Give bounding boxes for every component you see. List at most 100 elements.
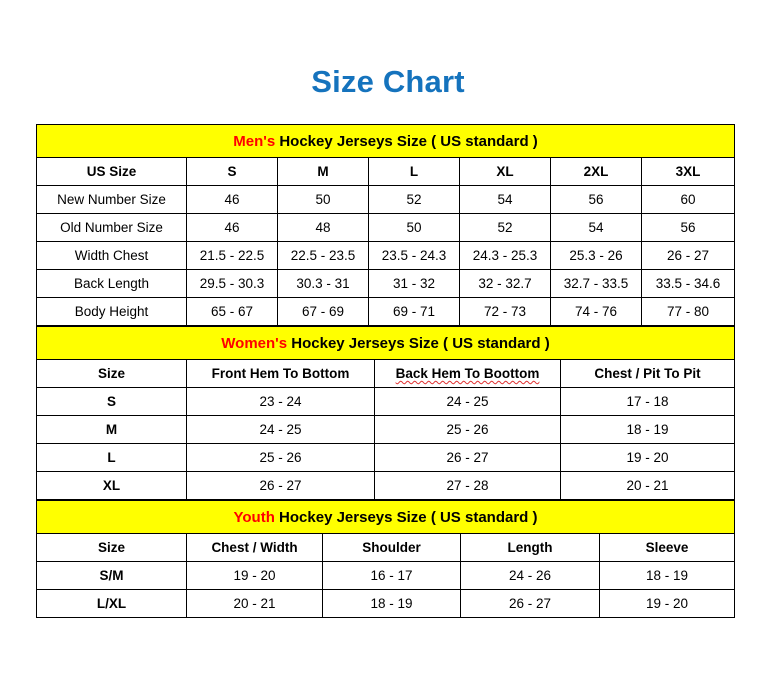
mens-cell-4-4: 74 - 76 [550,297,642,326]
mens-cell-0-4: 56 [550,185,642,214]
mens-cell-3-3: 32 - 32.7 [459,269,551,298]
womens-cell-0-0: 23 - 24 [186,387,375,416]
youth-cell-0-3: 18 - 19 [599,561,735,590]
mens-row-label-3: Back Length [36,269,187,298]
mens-row-label-0: New Number Size [36,185,187,214]
womens-cell-2-1: 26 - 27 [374,443,561,472]
table-row: M 24 - 25 25 - 26 18 - 19 [36,415,735,444]
womens-row-label-2: L [36,443,187,472]
mens-cell-0-3: 54 [459,185,551,214]
mens-col-header-5: 2XL [550,157,642,186]
mens-cell-3-1: 30.3 - 31 [277,269,369,298]
mens-cell-1-3: 52 [459,213,551,242]
youth-cell-0-1: 16 - 17 [322,561,461,590]
youth-col-header-1: Chest / Width [186,533,323,562]
mens-cell-3-4: 32.7 - 33.5 [550,269,642,298]
womens-size-table: Women's Hockey Jerseys Size ( US standar… [36,326,735,500]
mens-cell-0-0: 46 [186,185,278,214]
womens-row-label-3: XL [36,471,187,500]
mens-cell-2-0: 21.5 - 22.5 [186,241,278,270]
mens-cell-3-5: 33.5 - 34.6 [640,269,736,298]
womens-cell-3-0: 26 - 27 [186,471,375,500]
youth-row-label-0: S/M [36,561,187,590]
mens-row-label-1: Old Number Size [36,213,187,242]
mens-cell-1-4: 54 [550,213,642,242]
table-row: L 25 - 26 26 - 27 19 - 20 [36,443,735,472]
youth-size-table: Youth Hockey Jerseys Size ( US standard … [36,500,735,618]
mens-cell-2-4: 25.3 - 26 [550,241,642,270]
womens-cell-1-1: 25 - 26 [374,415,561,444]
womens-col-header-2: Back Hem To Boottom [374,359,561,388]
table-row: Width Chest 21.5 - 22.5 22.5 - 23.5 23.5… [36,241,736,270]
table-row: L/XL 20 - 21 18 - 19 26 - 27 19 - 20 [36,589,735,618]
womens-section-header-cell: Women's Hockey Jerseys Size ( US standar… [36,326,735,360]
womens-cell-3-1: 27 - 28 [374,471,561,500]
womens-cell-2-0: 25 - 26 [186,443,375,472]
mens-cell-1-1: 48 [277,213,369,242]
youth-section-header-row: Youth Hockey Jerseys Size ( US standard … [36,500,735,534]
mens-cell-4-0: 65 - 67 [186,297,278,326]
mens-cell-1-5: 56 [640,213,736,242]
mens-cell-3-2: 31 - 32 [368,269,460,298]
youth-cell-0-2: 24 - 26 [460,561,600,590]
page-title: Size Chart [311,64,465,99]
mens-row-label-2: Width Chest [36,241,187,270]
mens-cell-4-3: 72 - 73 [459,297,551,326]
mens-col-header-0: US Size [36,157,187,186]
womens-col-header-0: Size [36,359,187,388]
youth-section-header-cell: Youth Hockey Jerseys Size ( US standard … [36,500,735,534]
table-row: Old Number Size 46 48 50 52 54 56 [36,213,736,242]
table-row: S/M 19 - 20 16 - 17 24 - 26 18 - 19 [36,561,735,590]
mens-heading-rest: Hockey Jerseys Size ( US standard ) [275,132,538,150]
womens-col-header-3: Chest / Pit To Pit [560,359,735,388]
youth-cell-1-3: 19 - 20 [599,589,735,618]
youth-column-header-row: Size Chest / Width Shoulder Length Sleev… [36,533,735,562]
womens-row-label-0: S [36,387,187,416]
mens-section-header-row: Men's Hockey Jerseys Size ( US standard … [35,124,736,158]
womens-cell-2-2: 19 - 20 [560,443,735,472]
youth-heading-rest: Hockey Jerseys Size ( US standard ) [274,508,538,526]
womens-heading-rest: Hockey Jerseys Size ( US standard ) [287,334,550,352]
youth-cell-1-0: 20 - 21 [186,589,323,618]
mens-cell-0-2: 52 [368,185,460,214]
womens-cell-3-2: 20 - 21 [560,471,735,500]
womens-heading-accent: Women's [221,334,288,352]
youth-cell-1-2: 26 - 27 [460,589,600,618]
womens-cell-1-0: 24 - 25 [186,415,375,444]
size-chart-tables: Men's Hockey Jerseys Size ( US standard … [35,124,736,618]
youth-row-label-1: L/XL [36,589,187,618]
mens-cell-1-2: 50 [368,213,460,242]
mens-cell-2-3: 24.3 - 25.3 [459,241,551,270]
table-row: Body Height 65 - 67 67 - 69 69 - 71 72 -… [36,297,736,326]
mens-col-header-4: XL [459,157,551,186]
womens-cell-1-2: 18 - 19 [560,415,735,444]
mens-cell-2-5: 26 - 27 [640,241,736,270]
youth-col-header-0: Size [36,533,187,562]
womens-column-header-row: Size Front Hem To Bottom Back Hem To Boo… [36,359,735,388]
youth-col-header-4: Sleeve [599,533,735,562]
mens-column-header-row: US Size S M L XL 2XL 3XL [36,157,736,186]
womens-cell-0-2: 17 - 18 [560,387,735,416]
mens-col-header-2: M [277,157,369,186]
youth-cell-1-1: 18 - 19 [322,589,461,618]
youth-col-header-3: Length [460,533,600,562]
youth-col-header-2: Shoulder [322,533,461,562]
mens-cell-2-2: 23.5 - 24.3 [368,241,460,270]
womens-cell-0-1: 24 - 25 [374,387,561,416]
mens-cell-4-5: 77 - 80 [640,297,736,326]
mens-cell-2-1: 22.5 - 23.5 [277,241,369,270]
mens-col-header-6: 3XL [640,157,736,186]
mens-cell-4-2: 69 - 71 [368,297,460,326]
mens-cell-1-0: 46 [186,213,278,242]
mens-cell-0-5: 60 [640,185,736,214]
womens-col-header-1: Front Hem To Bottom [186,359,375,388]
table-row: XL 26 - 27 27 - 28 20 - 21 [36,471,735,500]
mens-heading-accent: Men's [233,132,276,150]
mens-cell-0-1: 50 [277,185,369,214]
mens-cell-4-1: 67 - 69 [277,297,369,326]
mens-col-header-3: L [368,157,460,186]
mens-section-header-cell: Men's Hockey Jerseys Size ( US standard … [35,124,736,158]
mens-cell-3-0: 29.5 - 30.3 [186,269,278,298]
womens-col-header-2-text: Back Hem To Boottom [395,366,540,381]
